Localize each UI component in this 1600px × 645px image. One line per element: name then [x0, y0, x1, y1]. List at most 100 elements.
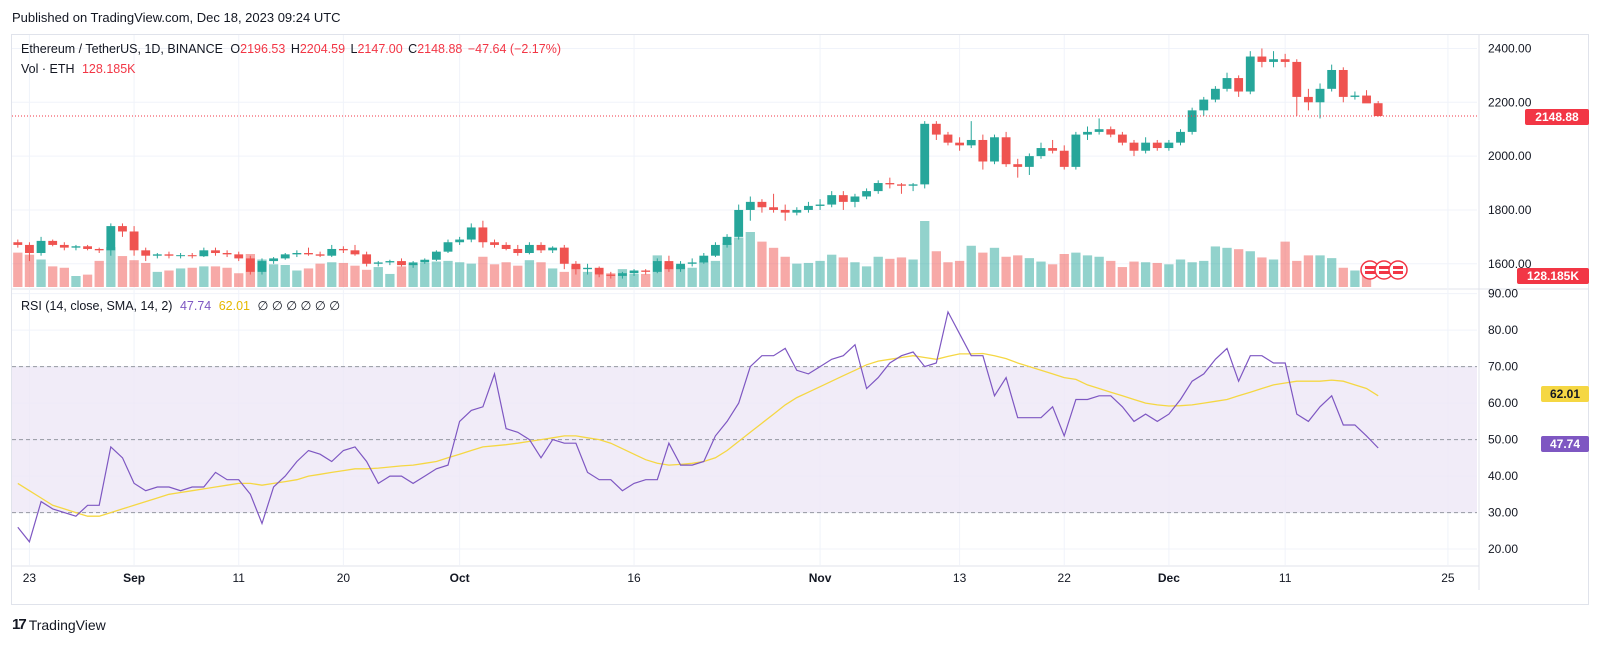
- time-tick-label: Sep: [123, 571, 145, 585]
- volume-bar: [13, 252, 23, 287]
- volume-legend: Vol · ETH 128.185K: [21, 62, 136, 76]
- volume-bar: [803, 262, 814, 287]
- time-tick-label: 13: [953, 571, 967, 585]
- volume-bar: [210, 266, 221, 287]
- candle-body: [1303, 96, 1313, 103]
- volume-bar: [757, 241, 767, 287]
- rsi-tick-label: 30.00: [1488, 506, 1518, 520]
- volume-bar: [1094, 256, 1104, 287]
- candle-body: [280, 254, 290, 259]
- volume-bar: [396, 266, 407, 287]
- volume-bar: [745, 232, 755, 287]
- volume-bar: [548, 268, 558, 287]
- volume-label[interactable]: Vol · ETH: [21, 62, 75, 76]
- candle-body: [606, 274, 616, 276]
- volume-bar: [536, 262, 546, 287]
- candle-body: [873, 183, 883, 192]
- candle-body: [524, 244, 534, 254]
- price-legend: Ethereum / TetherUS, 1D, BINANCE O2196.5…: [21, 42, 561, 56]
- low-label: L: [350, 42, 358, 56]
- candle-body: [48, 240, 58, 245]
- volume-bar: [1210, 246, 1221, 287]
- candle-body: [187, 255, 197, 257]
- volume-bar: [594, 274, 604, 287]
- candle-body: [1373, 103, 1383, 117]
- volume-bar: [129, 260, 139, 287]
- close-value: 2148.88: [417, 42, 463, 56]
- candle-body: [176, 255, 186, 257]
- candle-body: [234, 254, 244, 259]
- volume-bar: [606, 273, 616, 287]
- candle-body: [1048, 148, 1058, 151]
- volume-bar: [513, 265, 523, 287]
- volume-bar: [431, 261, 442, 287]
- rsi-extras: ∅ ∅ ∅ ∅ ∅ ∅: [257, 299, 341, 313]
- volume-bar: [1280, 241, 1290, 287]
- candle-body: [652, 261, 662, 272]
- rsi-tick-label: 40.00: [1488, 469, 1518, 483]
- candle-body: [1187, 110, 1197, 132]
- axis-labels: 2400.00 2200.00 2000.00 1800.00 1600.00 90.00…: [23, 41, 1532, 585]
- footer-brand[interactable]: 17 TradingView: [12, 616, 106, 633]
- candle-body: [292, 253, 302, 255]
- tradingview-logo-icon: 17: [12, 616, 27, 633]
- volume-bars: [13, 221, 1372, 287]
- candle-body: [1164, 142, 1174, 149]
- candle-body: [304, 253, 313, 255]
- volume-bar: [1082, 255, 1093, 287]
- candle-body: [245, 258, 255, 272]
- open-value: 2196.53: [240, 42, 286, 56]
- volume-value: 128.185K: [81, 62, 136, 76]
- volume-bar: [710, 260, 721, 287]
- volume-bar: [1338, 267, 1348, 287]
- volume-bar: [1059, 254, 1069, 287]
- rsi-sma-badge: 62.01: [1541, 386, 1589, 402]
- chart-frame[interactable]: [11, 34, 1589, 605]
- candle-body: [397, 261, 406, 266]
- volume-bar: [152, 271, 162, 287]
- volume-bar: [1233, 249, 1244, 287]
- candle-body: [1292, 61, 1302, 97]
- volume-bar: [385, 273, 395, 287]
- candle-body: [536, 244, 546, 251]
- candle-body: [1176, 131, 1185, 143]
- candle-body: [1094, 129, 1104, 132]
- volume-bar: [954, 260, 965, 287]
- volume-bar: [361, 269, 372, 287]
- volume-bar: [768, 247, 779, 287]
- volume-bar: [966, 245, 976, 287]
- price-tick-label: 1800.00: [1488, 203, 1532, 217]
- volume-bar: [1175, 259, 1186, 287]
- candle-body: [1315, 88, 1325, 103]
- candle-body: [1013, 164, 1023, 167]
- candle-body: [1257, 56, 1267, 62]
- volume-bar: [117, 256, 128, 287]
- rsi-label[interactable]: RSI (14, close, SMA, 14, 2): [21, 299, 173, 313]
- price-tick-label: 2200.00: [1488, 95, 1532, 109]
- volume-bar: [1222, 247, 1232, 287]
- candle-body: [571, 263, 581, 270]
- candle-body: [71, 246, 81, 248]
- volume-bar: [1140, 262, 1151, 287]
- symbol-label[interactable]: Ethereum / TetherUS, 1D, BINANCE: [21, 42, 223, 56]
- candle-body: [1059, 150, 1069, 167]
- candle-body: [955, 142, 965, 146]
- volume-bar: [908, 259, 918, 287]
- candle-body: [687, 262, 697, 264]
- volume-bar: [978, 252, 988, 287]
- candle-body: [152, 254, 162, 256]
- volume-bar: [1292, 260, 1302, 287]
- volume-bar: [1268, 259, 1279, 287]
- rsi-tick-label: 80.00: [1488, 323, 1518, 337]
- volume-bar: [1187, 262, 1197, 287]
- chart-markers: [12, 115, 1477, 280]
- candle-body: [1129, 142, 1139, 151]
- low-value: 2147.00: [357, 42, 403, 56]
- volume-bar: [1199, 260, 1209, 287]
- volume-bar: [315, 263, 325, 287]
- volume-bar: [141, 262, 151, 287]
- candle-body: [1199, 99, 1209, 111]
- volume-bar: [420, 262, 430, 287]
- rsi-tick-label: 60.00: [1488, 396, 1518, 410]
